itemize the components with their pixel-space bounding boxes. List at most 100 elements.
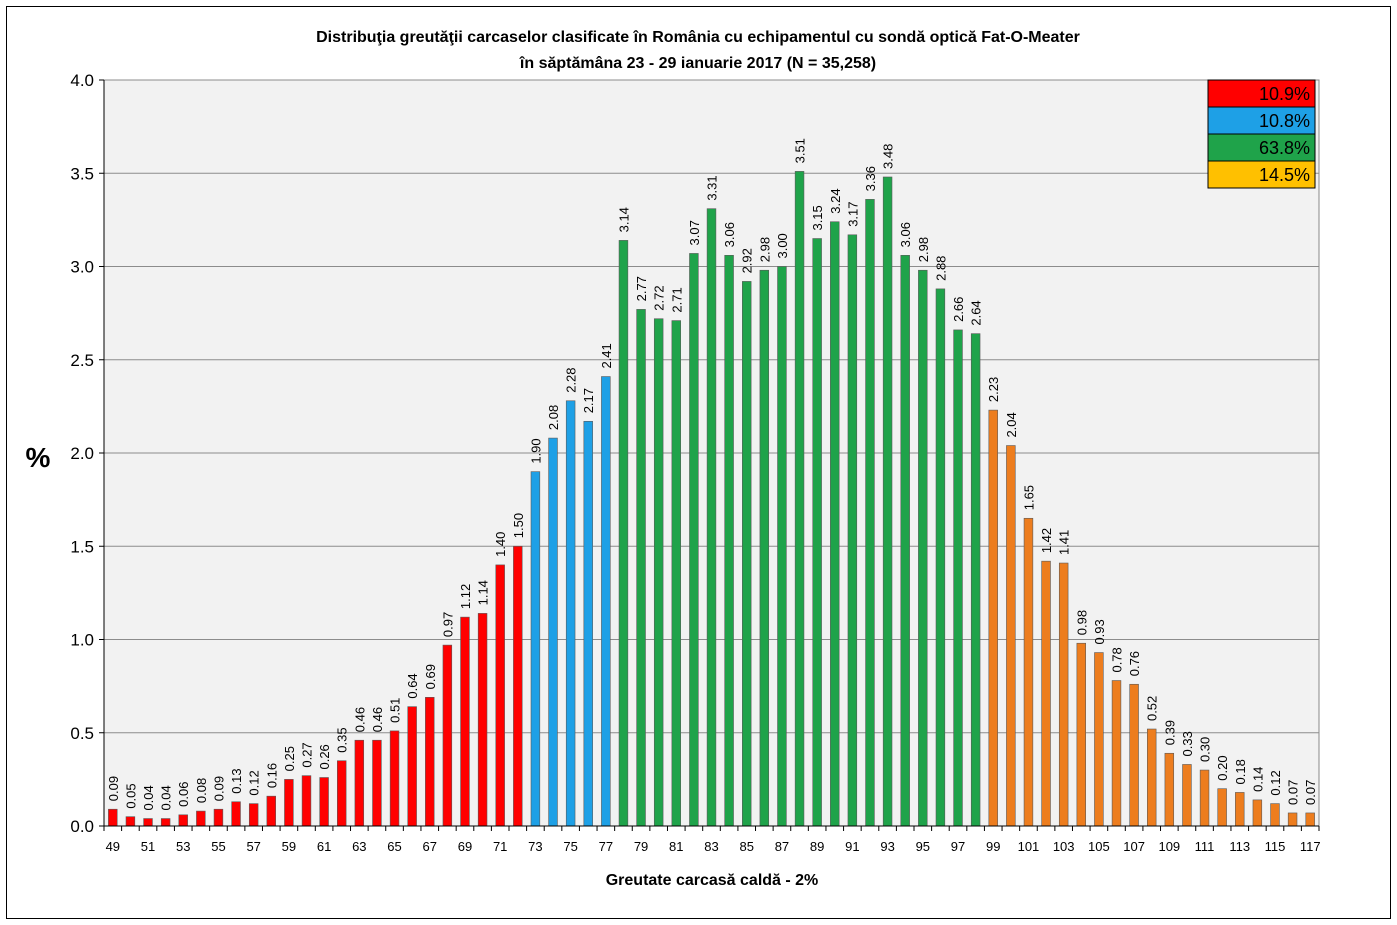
bar-value-label: 2.17 [581,388,596,413]
bar-value-label: 0.51 [388,698,403,723]
bar-value-label: 1.40 [493,532,508,557]
bar-value-label: 0.07 [1286,780,1301,805]
y-axis-ticks: 0.0 0.5 1.0 1.5 2.0 2.5 3.0 3.5 4.0 [70,71,104,836]
x-tick-label: 71 [493,839,507,854]
bar-value-label: 0.30 [1198,737,1213,762]
bar-value-label: 2.88 [933,256,948,281]
x-tick-label: 89 [810,839,824,854]
bar [1076,642,1086,827]
bar-value-label: 0.12 [1268,770,1283,795]
bars [108,171,1315,827]
x-tick-label: 103 [1053,839,1075,854]
bar [565,400,576,827]
bar-value-label: 0.25 [282,746,297,771]
bar-value-label: 0.97 [440,612,455,637]
bar-value-label: 0.09 [106,776,121,801]
bar-value-label: 0.69 [423,664,438,689]
x-tick-label: 93 [880,839,894,854]
x-tick-label: 95 [916,839,930,854]
x-tick-label: 69 [458,839,472,854]
x-tick-label: 85 [739,839,753,854]
bar [1287,812,1298,827]
x-tick-label: 113 [1229,839,1250,854]
bar [1182,764,1192,827]
bar-value-label: 0.52 [1145,696,1160,721]
bar-value-label: 1.41 [1057,530,1072,555]
bar-value-label: 1.90 [528,438,543,463]
bar-value-label: 2.28 [564,367,579,392]
y-axis-label: % [26,442,51,473]
bar [495,564,505,827]
bar-value-label: 2.66 [951,297,966,322]
bar [935,288,946,827]
legend-share-label: 10.8% [1259,111,1310,131]
bar-value-label: 3.00 [775,233,790,258]
x-tick-label: 67 [423,839,437,854]
bar-value-label: 0.12 [247,770,262,795]
bar [918,269,928,827]
bar [1111,680,1122,827]
bar [213,808,224,827]
bar-value-label: 0.18 [1233,759,1248,784]
x-tick-label: 65 [387,839,401,854]
bar [689,253,699,827]
x-tick-label: 73 [528,839,542,854]
bar [143,818,153,827]
y-tick-label: 1.0 [70,631,94,650]
bar-value-label: 2.23 [986,377,1001,402]
bar-value-label: 0.64 [405,673,420,698]
bar [970,333,981,827]
bar [1041,560,1051,827]
bar-value-label: 2.98 [757,237,772,262]
x-tick-label: 49 [106,839,120,854]
y-tick-label: 3.5 [70,164,94,183]
bar-value-label: 3.07 [687,220,702,245]
bar [882,176,893,827]
bar-value-label: 0.13 [229,768,244,793]
legend-box [1207,160,1316,189]
bar-value-label: 0.04 [159,785,174,810]
legend-share-label: 14.5% [1259,165,1310,185]
y-tick-label: 3.0 [70,258,94,277]
bar [460,616,470,827]
bar [1305,812,1315,827]
bar [847,234,858,827]
x-tick-label: 79 [634,839,648,854]
x-tick-label: 53 [176,839,190,854]
bar [477,613,488,827]
bar-value-label: 1.65 [1021,485,1036,510]
bar [301,775,312,827]
bar-value-label: 2.98 [916,237,931,262]
chart-subtitle: în săptămâna 23 - 29 ianuarie 2017 (N = … [519,55,876,72]
bar [988,409,998,827]
x-tick-label: 81 [669,839,683,854]
bar [1147,728,1157,827]
x-tick-label: 87 [775,839,789,854]
x-tick-label: 111 [1195,839,1215,854]
bar [284,779,294,827]
bar-value-label: 0.08 [194,778,209,803]
bar-value-label: 0.78 [1110,647,1125,672]
bar [266,795,276,827]
bar-value-label: 0.93 [1092,619,1107,644]
bar-value-label: 0.06 [176,781,191,806]
bar [671,320,681,827]
bar-value-label: 2.41 [599,343,614,368]
bar-value-label: 0.09 [211,776,226,801]
bar-value-label: 0.04 [141,785,156,810]
bar [530,471,541,827]
bar-value-label: 2.64 [969,300,984,325]
bar [1199,769,1210,827]
bar [812,238,822,827]
bar [548,437,558,827]
bar-value-label: 0.27 [300,742,315,767]
bar [830,221,840,827]
bar-value-label: 3.36 [863,166,878,191]
bar [248,803,259,827]
bar-value-label: 2.04 [1004,412,1019,437]
bar [583,420,593,827]
x-tick-label: 99 [986,839,1000,854]
bar [742,281,752,827]
bar-value-label: 1.12 [458,584,473,609]
bar [231,801,241,827]
